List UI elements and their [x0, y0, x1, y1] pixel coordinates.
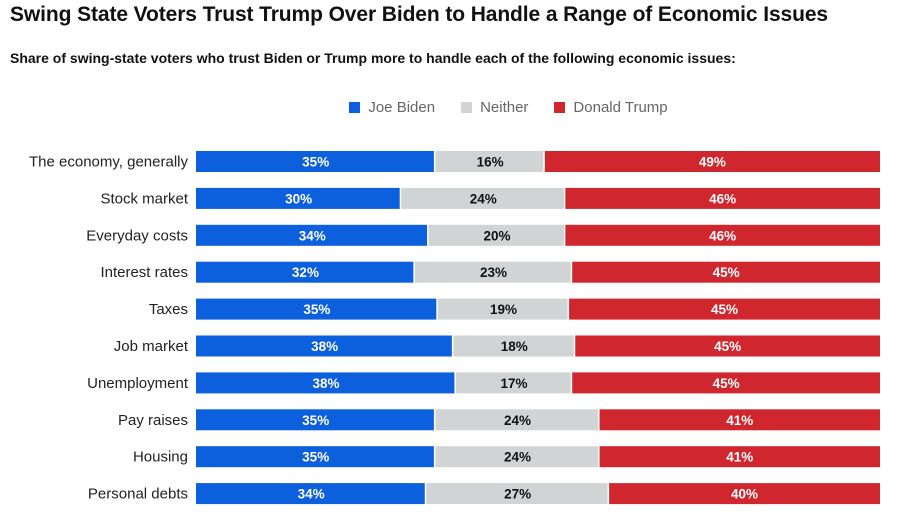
bar-segment-donald-trump [544, 151, 880, 172]
data-label-donald-trump: 40% [731, 487, 758, 502]
data-label-donald-trump: 41% [726, 450, 753, 465]
data-label-joe-biden: 35% [302, 155, 329, 170]
data-label-donald-trump: 45% [713, 376, 740, 391]
legend: Joe Biden Neither Donald Trump [0, 99, 897, 116]
bar-segment-joe-biden [196, 409, 434, 431]
bar-segment-joe-biden [196, 151, 434, 172]
bar-segment-neither [426, 483, 608, 505]
bar-segment-donald-trump [599, 409, 880, 431]
data-label-neither: 17% [501, 376, 528, 391]
bar-segment-neither [401, 187, 564, 209]
bar-segment-joe-biden [196, 335, 452, 357]
bar-row-the-economy-generally: The economy, generally 35% 16% 49% [29, 151, 880, 172]
data-label-neither: 18% [501, 339, 528, 354]
data-label-joe-biden: 35% [302, 413, 329, 428]
bar-row-housing: Housing 35% 24% 41% [133, 446, 880, 468]
chart-subtitle: Share of swing-state voters who trust Bi… [10, 50, 736, 66]
data-label-neither: 24% [504, 450, 531, 465]
legend-label-neither: Neither [480, 99, 529, 116]
data-label-donald-trump: 45% [713, 265, 740, 280]
bar-segment-neither [453, 335, 574, 357]
bar-segment-donald-trump [599, 446, 880, 468]
data-label-donald-trump: 45% [711, 302, 738, 317]
data-label-neither: 16% [477, 155, 504, 170]
legend-swatch-biden [349, 102, 361, 113]
bar-row-job-market: Job market 38% 18% 45% [114, 335, 880, 357]
legend-item-neither: Neither [461, 99, 528, 116]
data-label-joe-biden: 38% [312, 376, 339, 391]
category-label: Personal debts [88, 486, 188, 503]
data-label-donald-trump: 41% [726, 413, 753, 428]
bar-segment-neither [437, 298, 568, 320]
legend-swatch-neither [461, 102, 473, 113]
bar-segment-neither [435, 151, 544, 172]
data-label-donald-trump: 46% [709, 191, 736, 206]
category-label: Everyday costs [86, 227, 188, 244]
bar-row-interest-rates: Interest rates 32% 23% 45% [100, 261, 880, 283]
data-label-donald-trump: 45% [714, 339, 741, 354]
bar-row-unemployment: Unemployment 38% 17% 45% [87, 372, 880, 394]
bar-segment-neither [428, 224, 564, 246]
legend-label-biden: Joe Biden [368, 99, 436, 116]
bar-segment-donald-trump [609, 483, 880, 505]
data-label-neither: 27% [504, 487, 531, 502]
legend-item-biden: Joe Biden [349, 99, 435, 116]
bar-segment-joe-biden [196, 224, 428, 246]
chart-title: Swing State Voters Trust Trump Over Bide… [10, 3, 828, 26]
category-label: Interest rates [100, 264, 188, 281]
category-label: Job market [114, 338, 189, 355]
data-label-joe-biden: 35% [302, 450, 329, 465]
category-label: The economy, generally [29, 154, 188, 171]
bar-segment-joe-biden [196, 261, 414, 283]
bar-segment-joe-biden [196, 372, 455, 394]
category-label: Stock market [100, 190, 188, 207]
data-label-neither: 20% [483, 228, 510, 243]
bar-segment-joe-biden [196, 298, 437, 320]
data-label-joe-biden: 35% [303, 302, 330, 317]
bar-segment-neither [435, 409, 599, 431]
bar-row-personal-debts: Personal debts 34% 27% 40% [88, 483, 880, 505]
bar-segment-donald-trump [569, 298, 880, 320]
bar-row-taxes: Taxes 35% 19% 45% [149, 298, 880, 320]
bar-segment-donald-trump [565, 224, 880, 246]
data-label-joe-biden: 38% [311, 339, 338, 354]
category-label: Taxes [149, 301, 188, 318]
bar-row-stock-market: Stock market 30% 24% 46% [100, 187, 880, 209]
data-label-joe-biden: 32% [292, 265, 319, 280]
category-label: Pay raises [118, 412, 188, 429]
bar-row-pay-raises: Pay raises 35% 24% 41% [118, 409, 880, 431]
data-label-neither: 24% [504, 413, 531, 428]
bar-segment-neither [414, 261, 571, 283]
bar-row-everyday-costs: Everyday costs 34% 20% 46% [86, 224, 880, 246]
category-label: Housing [133, 449, 188, 466]
bar-segment-donald-trump [565, 187, 880, 209]
bar-segment-joe-biden [196, 187, 400, 209]
data-label-donald-trump: 46% [709, 228, 736, 243]
bar-segment-donald-trump [572, 372, 880, 394]
bar-segment-donald-trump [575, 335, 880, 357]
legend-swatch-trump [554, 102, 566, 113]
legend-label-trump: Donald Trump [573, 99, 668, 116]
data-label-joe-biden: 34% [299, 228, 326, 243]
data-label-donald-trump: 49% [699, 155, 726, 170]
bar-segment-neither [435, 446, 599, 468]
legend-item-trump: Donald Trump [554, 99, 668, 116]
data-label-neither: 24% [470, 191, 497, 206]
category-label: Unemployment [87, 375, 189, 392]
data-label-neither: 19% [490, 302, 517, 317]
bar-segment-neither [455, 372, 571, 394]
data-label-joe-biden: 34% [298, 487, 325, 502]
bar-segment-donald-trump [572, 261, 880, 283]
data-label-neither: 23% [480, 265, 507, 280]
bar-segment-joe-biden [196, 483, 425, 505]
data-label-joe-biden: 30% [285, 191, 312, 206]
bar-segment-joe-biden [196, 446, 434, 468]
